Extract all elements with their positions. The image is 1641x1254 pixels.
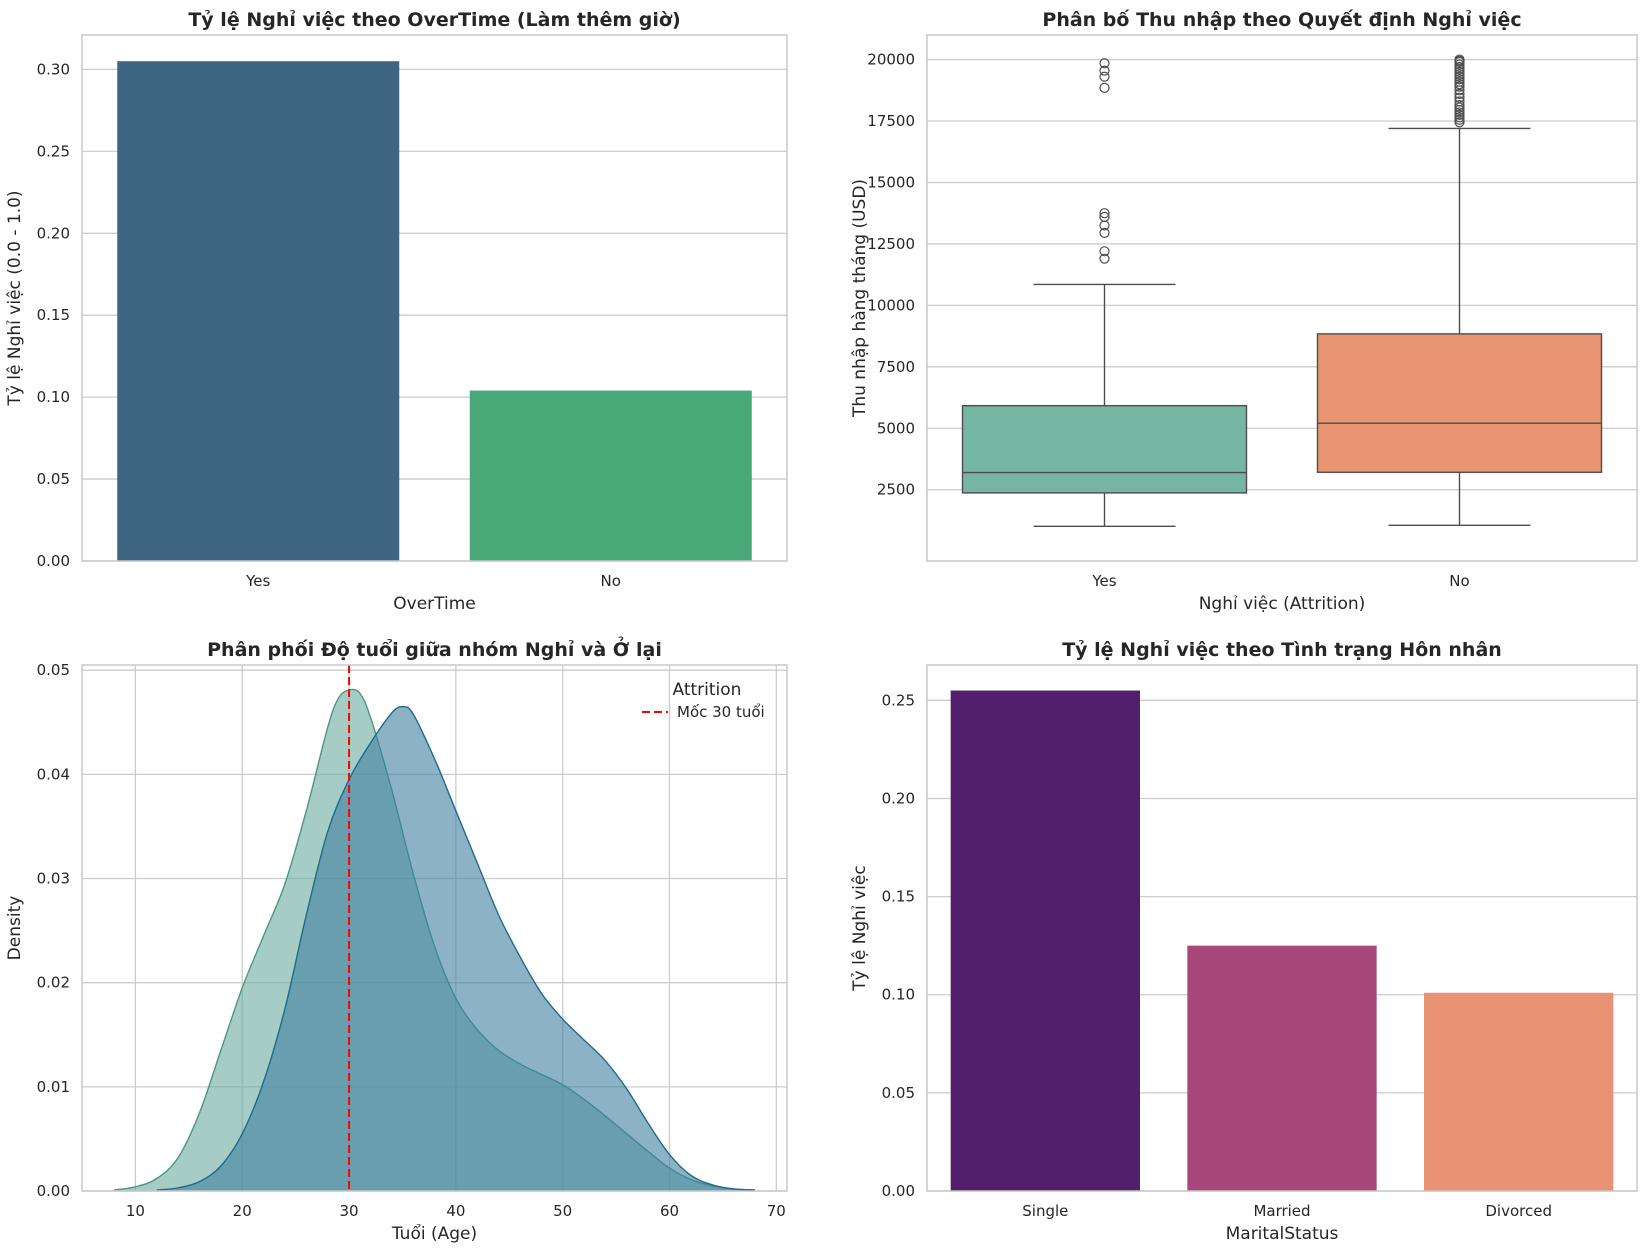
outlier-point-no: [1454, 81, 1465, 92]
y-axis-label: Thu nhập hàng tháng (USD): [850, 179, 870, 418]
outlier-point-no: [1454, 92, 1465, 103]
y-axis-label: Tỷ lệ Nghỉ việc: [850, 865, 870, 991]
box-no: [1316, 333, 1603, 473]
panel-marital-attrition: 0.00 0.05 0.10 0.15 0.20 0.25 Single Married Div…: [850, 639, 1638, 1244]
bar-married: [1187, 945, 1377, 1191]
y-tick-label: 0.01: [37, 1078, 70, 1096]
x-tick-label: 70: [767, 1202, 786, 1220]
y-tick-label: 0.25: [882, 691, 915, 709]
y-tick-label: 0.30: [37, 60, 70, 78]
outlier-point-no: [1454, 61, 1465, 73]
kde-area-no: [156, 706, 755, 1191]
legend-title: Attrition: [673, 680, 742, 700]
outlier-point-no: [1454, 79, 1465, 90]
outlier-point-yes: [1099, 246, 1110, 257]
bar-no: [469, 390, 752, 561]
x-tick-label: Yes: [1091, 572, 1116, 590]
panel-age-kde: 0.00 0.01 0.02 0.03 0.04 0.05 10 20 30 40 50 60 70 A…: [5, 636, 788, 1244]
outlier-point-yes: [1099, 208, 1110, 219]
outlier-point-yes: [1099, 65, 1110, 76]
chart-title: Tỷ lệ Nghỉ việc theo OverTime (Làm thêm …: [188, 9, 680, 31]
y-tick-label: 0.10: [37, 388, 70, 406]
y-tick-label: 0.00: [37, 552, 70, 570]
y-tick-label: 0.10: [882, 986, 915, 1004]
outlier-point-no: [1454, 96, 1465, 107]
outlier-point-no: [1454, 74, 1465, 85]
y-tick-label: 0.03: [37, 870, 70, 888]
chart-title: Phân phối Độ tuổi giữa nhóm Nghỉ và Ở lạ…: [207, 636, 662, 661]
outlier-point-no: [1454, 99, 1465, 111]
y-tick-label: 0.15: [882, 888, 915, 906]
y-tick-label: 0.00: [37, 1182, 70, 1200]
x-tick-label: 50: [553, 1202, 572, 1220]
outlier-point-no: [1454, 107, 1465, 118]
x-axis-label: Nghỉ việc (Attrition): [1199, 594, 1366, 614]
x-tick-label: Yes: [245, 572, 270, 590]
outlier-point-no: [1454, 69, 1465, 80]
x-tick-label: Married: [1253, 1202, 1310, 1220]
y-tick-label: 20000: [867, 51, 915, 69]
outlier-point-no: [1454, 109, 1465, 120]
outlier-point-yes: [1099, 211, 1110, 222]
y-tick-label: 0.05: [882, 1084, 915, 1102]
outlier-point-yes: [1099, 227, 1110, 238]
outlier-point-no: [1454, 112, 1465, 123]
x-tick-label: No: [1449, 572, 1469, 590]
box-yes: [961, 404, 1248, 494]
panel-income-boxplot: 2500 5000 7500 10000 12500 15000 17500 20000 Yes…: [850, 8, 1638, 614]
y-tick-label: 2500: [877, 481, 915, 499]
x-tick-label: 10: [126, 1202, 145, 1220]
bar-single: [950, 690, 1140, 1191]
outlier-point-yes: [1099, 58, 1110, 69]
y-tick-label: 10000: [867, 296, 915, 314]
y-tick-label: 0.04: [37, 765, 70, 783]
panel-overtime-attrition: 0.00 0.05 0.10 0.15 0.20 0.25 0.30 Yes No Tỷ lệ …: [5, 9, 788, 614]
y-tick-label: 0.05: [37, 661, 70, 679]
chart-title: Tỷ lệ Nghỉ việc theo Tình trạng Hôn nhân: [1062, 639, 1502, 661]
y-tick-label: 0.20: [882, 789, 915, 807]
x-tick-label: Divorced: [1485, 1202, 1552, 1220]
y-tick-label: 0.15: [37, 306, 70, 324]
outlier-point-no: [1454, 88, 1465, 100]
x-tick-label: 40: [446, 1202, 465, 1220]
chart-title: Phân bố Thu nhập theo Quyết định Nghỉ vi…: [1042, 8, 1521, 31]
y-axis-label: Density: [5, 896, 25, 961]
outlier-point-no: [1454, 66, 1465, 77]
y-tick-label: 0.25: [37, 142, 70, 160]
kde-line-no: [156, 705, 755, 1191]
x-axis-label: OverTime: [393, 594, 476, 614]
outlier-point-no: [1454, 117, 1465, 128]
y-tick-label: 0.02: [37, 974, 70, 992]
y-tick-label: 7500: [877, 358, 915, 376]
outlier-point-yes: [1099, 253, 1110, 264]
y-tick-label: 17500: [867, 112, 915, 130]
bar-yes: [117, 61, 400, 561]
outlier-point-no: [1454, 59, 1465, 70]
x-tick-label: 60: [660, 1202, 679, 1220]
outlier-point-no: [1454, 71, 1465, 82]
outlier-point-yes: [1099, 82, 1110, 93]
y-tick-label: 5000: [877, 419, 915, 437]
outlier-point-yes: [1099, 71, 1110, 82]
outlier-point-no: [1454, 76, 1465, 87]
outlier-point-no: [1454, 114, 1465, 125]
legend: Attrition Mốc 30 tuổi: [642, 680, 765, 721]
y-axis-label: Tỷ lệ Nghỉ việc (0.0 - 1.0): [5, 190, 25, 406]
x-tick-label: Single: [1022, 1202, 1068, 1220]
outlier-point-no: [1454, 54, 1465, 65]
y-tick-label: 12500: [867, 235, 915, 253]
outlier-point-no: [1454, 102, 1465, 113]
x-axis-label: MaritalStatus: [1226, 1224, 1339, 1244]
bar-divorced: [1424, 992, 1614, 1191]
legend-entry-label: Mốc 30 tuổi: [677, 703, 765, 721]
x-tick-label: 20: [233, 1202, 252, 1220]
y-tick-label: 0.20: [37, 224, 70, 242]
y-tick-label: 0.00: [882, 1182, 915, 1200]
x-tick-label: No: [601, 572, 621, 590]
y-tick-label: 15000: [867, 173, 915, 191]
x-axis-label: Tuổi (Age): [391, 1223, 477, 1244]
x-tick-label: 30: [339, 1202, 358, 1220]
y-tick-label: 0.05: [37, 470, 70, 488]
